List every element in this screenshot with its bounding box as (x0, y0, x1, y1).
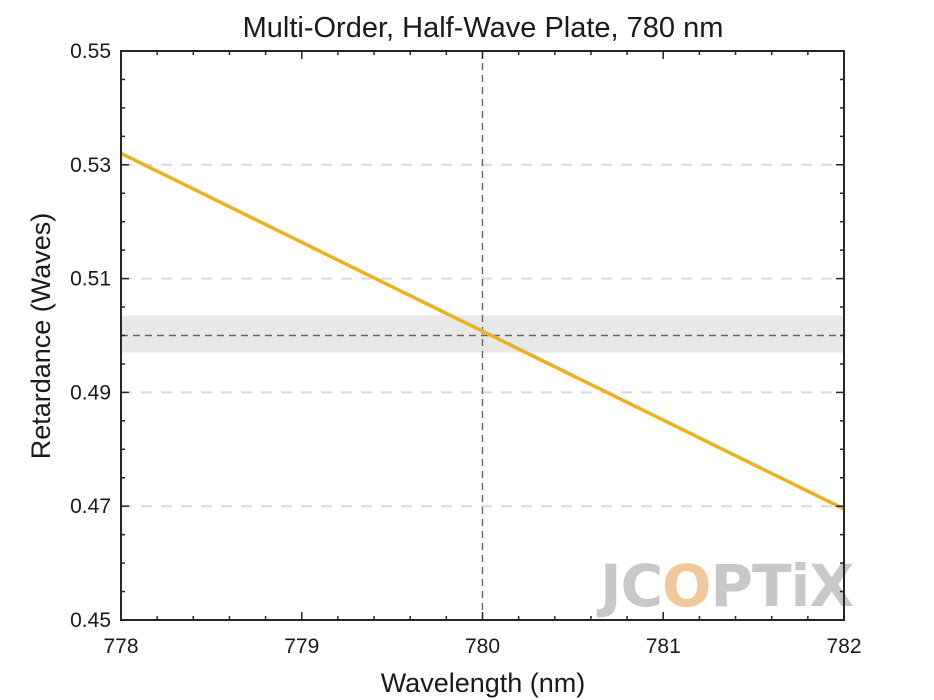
chart-title: Multi-Order, Half-Wave Plate, 780 nm (243, 12, 724, 44)
y-tick-label-0.49: 0.49 (70, 381, 111, 404)
y-tick-label-0.53: 0.53 (70, 154, 111, 177)
x-tick-label-778: 778 (103, 635, 138, 658)
x-tick-label-782: 782 (826, 635, 861, 658)
y-tick-label-0.45: 0.45 (70, 609, 111, 632)
series-line-0 (120, 151, 845, 511)
watermark-logo: JCOPTiX (596, 552, 853, 620)
y-tick-label-0.51: 0.51 (70, 268, 111, 291)
x-tick-label-779: 779 (284, 635, 319, 658)
y-tick-label-0.47: 0.47 (70, 495, 111, 518)
x-tick-label-781: 781 (646, 635, 681, 658)
y-axis-label: Retardance (Waves) (26, 213, 56, 460)
plot-area: JCOPTiX 778 779 780 781 782 0.45 0.47 0.49 0.51 0.… (70, 40, 861, 658)
x-tick-label-780: 780 (465, 635, 500, 658)
x-axis-label: Wavelength (nm) (381, 668, 586, 698)
y-tick-label-0.55: 0.55 (70, 40, 111, 63)
